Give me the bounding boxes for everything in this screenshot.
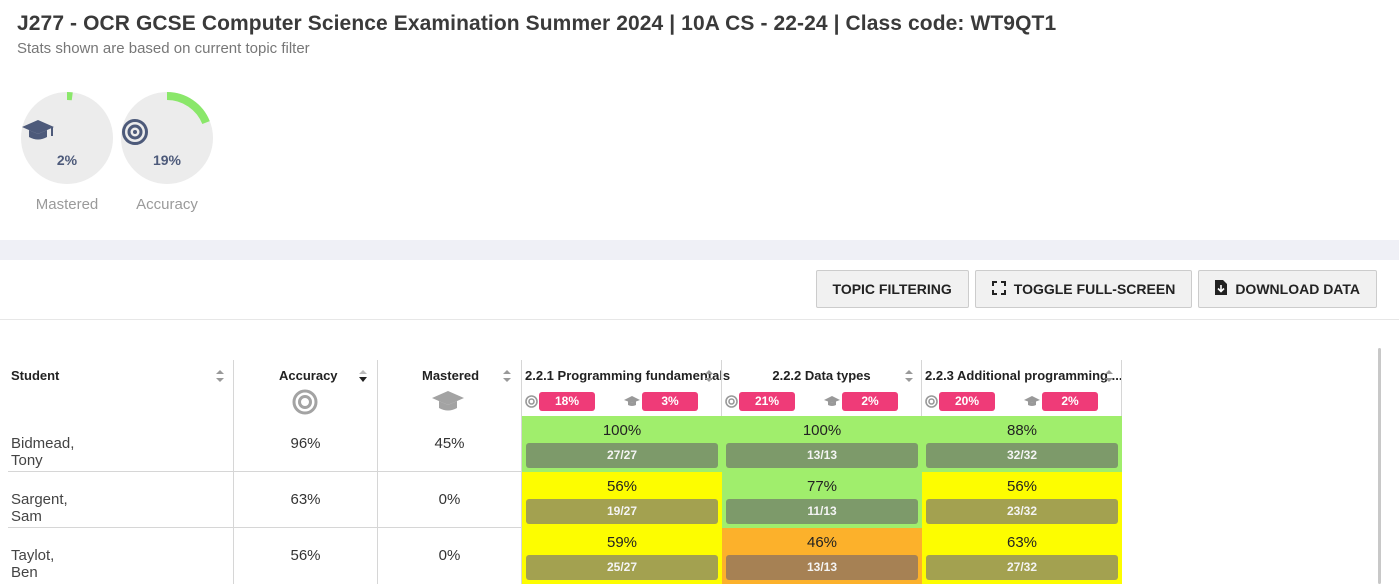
target-icon [725,395,738,408]
accuracy-stat: 19% Accuracy [119,92,215,213]
student-column-header[interactable]: Student [11,360,231,416]
topic-score-cell[interactable]: 100% 13/13 [722,416,922,472]
topic-score-cell[interactable]: 100% 27/27 [522,416,722,472]
topic-score-fraction: 13/13 [726,443,918,468]
sort-icon[interactable] [215,369,225,383]
accuracy-value: 19% [152,152,182,168]
target-icon [292,389,318,415]
graduation-cap-icon [824,396,840,406]
student-mastered: 0% [438,547,461,564]
topic-score-cell[interactable]: 56% 19/27 [522,472,722,528]
download-data-button[interactable]: DOWNLOAD DATA [1198,270,1377,308]
student-accuracy: 56% [290,547,321,564]
mastered-stat: 2% Mastered [19,92,115,213]
topic-score-fraction: 25/27 [526,555,718,580]
column-divider [521,360,522,584]
topic-score-cell[interactable]: 46% 13/13 [722,528,922,584]
row-divider [8,527,522,528]
topic-score-percent: 56% [606,478,638,495]
sort-icon[interactable] [502,369,512,383]
topic-name: 2.2.3 Additional programming ... [925,368,1123,383]
topic-score-fraction: 27/27 [526,443,718,468]
student-accuracy: 63% [290,491,321,508]
toolbar: TOPIC FILTERING TOGGLE FULL-SCREEN DOWNL… [815,270,1377,308]
topic-mastered-badge: 2% [1042,392,1098,411]
accuracy-column-header[interactable]: Accuracy [234,360,377,416]
graduation-cap-icon [432,391,464,411]
topic-filtering-button[interactable]: TOPIC FILTERING [815,270,969,308]
topic-score-percent: 56% [1006,478,1038,495]
topic-score-fraction: 27/32 [926,555,1118,580]
topic-name: 2.2.2 Data types [772,368,871,383]
student-mastered: 45% [434,435,465,452]
column-divider [1121,360,1122,416]
student-name[interactable]: Sargent, Sam [11,491,68,525]
topic-score-fraction: 19/27 [526,499,718,524]
graduation-cap-icon [624,396,640,406]
column-divider [721,360,722,416]
topic-column-header[interactable]: 2.2.1 Programming fundamentals 18% 3% [522,360,730,416]
page-title: J277 - OCR GCSE Computer Science Examina… [17,12,1057,35]
section-separator [0,240,1399,260]
topic-score-fraction: 13/13 [726,555,918,580]
download-data-label: DOWNLOAD DATA [1235,281,1360,297]
mastered-column-header[interactable]: Mastered [378,360,521,416]
student-accuracy: 96% [290,435,321,452]
student-mastered: 0% [438,491,461,508]
topic-score-percent: 100% [602,422,642,439]
topic-score-cell[interactable]: 63% 27/32 [922,528,1122,584]
column-divider [377,360,378,584]
mastered-header-label: Mastered [422,368,480,383]
sort-icon[interactable] [904,369,914,383]
student-name[interactable]: Bidmead, Tony [11,435,75,469]
topic-score-percent: 77% [806,478,838,495]
target-icon [525,395,538,408]
sort-icon[interactable] [704,369,714,383]
topic-score-fraction: 23/32 [926,499,1118,524]
topic-score-cell[interactable]: 88% 32/32 [922,416,1122,472]
topic-accuracy-badge: 18% [539,392,595,411]
topic-score-percent: 88% [1006,422,1038,439]
accuracy-label: Accuracy [136,196,198,213]
mastered-value: 2% [56,152,78,168]
topic-score-cell[interactable]: 59% 25/27 [522,528,722,584]
toggle-fullscreen-label: TOGGLE FULL-SCREEN [1013,281,1176,297]
sort-desc-icon[interactable] [358,369,368,383]
topic-score-percent: 46% [806,534,838,551]
student-header-label: Student [11,368,60,383]
row-divider [8,471,522,472]
topic-accuracy-badge: 20% [939,392,995,411]
vertical-scrollbar[interactable] [1378,348,1381,584]
toggle-fullscreen-button[interactable]: TOGGLE FULL-SCREEN [974,270,1193,308]
topic-mastered-badge: 3% [642,392,698,411]
toolbar-divider [0,319,1399,320]
topic-score-percent: 63% [1006,534,1038,551]
sort-icon[interactable] [1104,369,1114,383]
topic-name: 2.2.1 Programming fundamentals [525,368,731,383]
topic-score-percent: 59% [606,534,638,551]
topic-score-cell[interactable]: 77% 11/13 [722,472,922,528]
student-name[interactable]: Taylot, Ben [11,547,55,581]
topic-column-header[interactable]: 2.2.2 Data types 21% 2% [722,360,921,416]
topic-score-fraction: 32/32 [926,443,1118,468]
topic-mastered-badge: 2% [842,392,898,411]
topic-filtering-label: TOPIC FILTERING [832,281,952,297]
topic-accuracy-badge: 21% [739,392,795,411]
graduation-cap-icon [1024,396,1040,406]
target-icon [925,395,938,408]
accuracy-ring [121,92,213,184]
page-header: J277 - OCR GCSE Computer Science Examina… [17,12,1056,57]
topic-column-header[interactable]: 2.2.3 Additional programming ... 20% 2% [922,360,1123,416]
mastered-ring [21,92,113,184]
column-divider [233,360,234,584]
page-subtitle: Stats shown are based on current topic f… [17,40,310,57]
column-divider [921,360,922,416]
accuracy-header-label: Accuracy [279,368,338,383]
fullscreen-icon [991,280,1006,298]
download-file-icon [1215,280,1228,298]
topic-score-percent: 100% [802,422,842,439]
topic-score-cell[interactable]: 56% 23/32 [922,472,1122,528]
mastered-label: Mastered [35,196,99,213]
topic-score-fraction: 11/13 [726,499,918,524]
